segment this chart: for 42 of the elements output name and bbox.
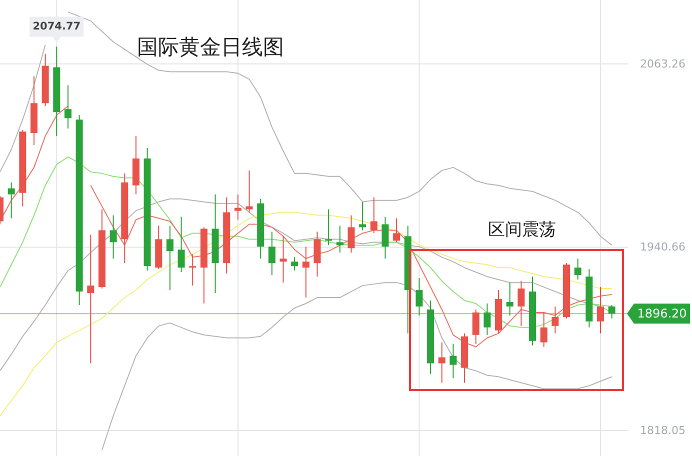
candlestick: [325, 208, 332, 246]
candlestick: [178, 216, 185, 273]
text: 国际黄金日线图: [137, 35, 284, 59]
candlestick: [552, 306, 559, 334]
candlestick: [416, 278, 423, 316]
candlestick: [382, 216, 389, 260]
candlestick: [484, 303, 491, 336]
candlestick: [596, 286, 604, 334]
candlestick: [336, 225, 344, 254]
y-tick-label: 2063.26: [640, 57, 686, 70]
candlestick: [574, 258, 582, 280]
line-series: [0, 212, 612, 416]
candlestick: [189, 254, 196, 286]
candlestick: [87, 234, 94, 364]
annotation: 2074.77: [32, 20, 81, 33]
candlestick: [359, 201, 366, 231]
candlestick: [8, 182, 15, 219]
candlestick: [506, 282, 514, 316]
annotation: 区间震荡: [488, 220, 556, 240]
candlestick: [302, 246, 310, 298]
candlestick: [393, 218, 400, 243]
candlestick: [472, 308, 480, 344]
candlestick: [291, 256, 298, 272]
candlestick: [450, 343, 457, 379]
candlestick: [110, 214, 117, 260]
y-tick-label: 1818.05: [640, 424, 686, 438]
candlestick: [268, 231, 276, 276]
line-series: [101, 282, 612, 451]
candlestick: [370, 196, 378, 234]
candlestick: [280, 236, 287, 284]
ref-line-label: 1896.20: [637, 306, 687, 321]
y-tick-label: 1940.66: [640, 240, 686, 254]
candlestick: [518, 280, 525, 326]
candlestick: [234, 194, 242, 220]
candlestick: [64, 84, 72, 130]
candlestick: [166, 225, 174, 291]
candlestick: [314, 231, 321, 278]
candlestick: [246, 170, 253, 213]
candlestick: [348, 214, 355, 254]
candlestick: [540, 312, 548, 348]
candlestick: [438, 342, 446, 384]
candlestick: [608, 304, 616, 319]
